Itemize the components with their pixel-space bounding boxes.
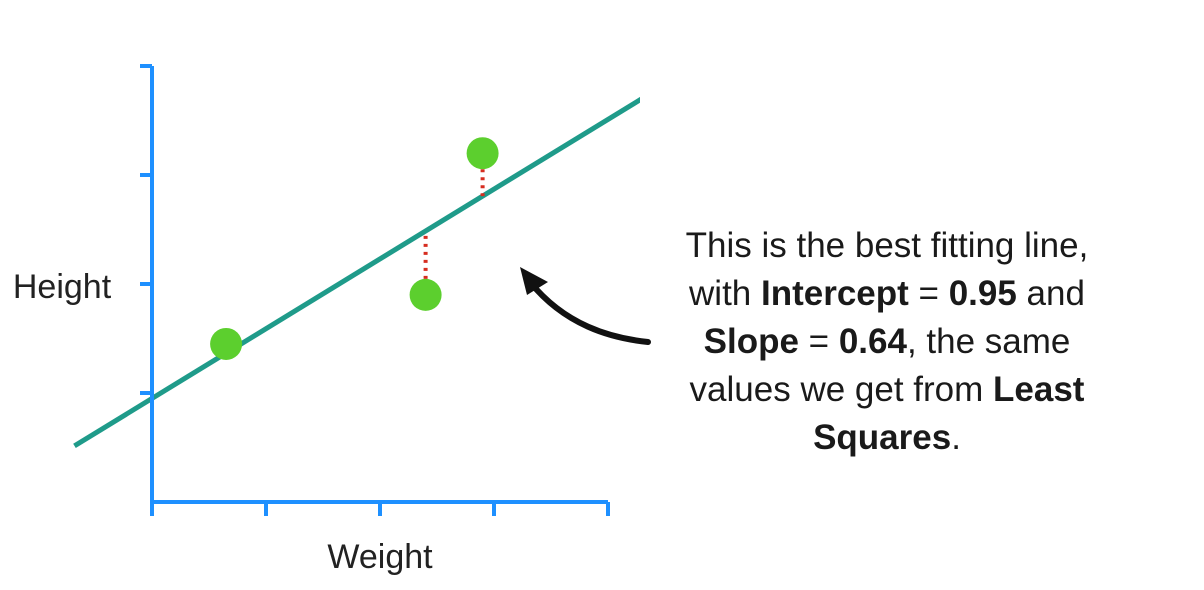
- annotation-line2-post: and: [1016, 274, 1085, 313]
- data-point: [210, 327, 243, 360]
- annotation-text: This is the best fitting line, with Inte…: [632, 222, 1142, 462]
- annotation-line-2: with Intercept = 0.95 and: [632, 270, 1142, 318]
- annotation-line2-equals: =: [908, 274, 949, 313]
- fit-line: [73, 96, 640, 449]
- annotation-line-1: This is the best fitting line,: [632, 222, 1142, 270]
- annotation-line1-text: This is the best fitting line,: [685, 226, 1089, 265]
- slope-value: 0.64: [838, 322, 907, 361]
- y-axis-label: Height: [13, 268, 112, 306]
- annotation-line4-pre: values we get from: [689, 370, 994, 409]
- annotation-line-3: Slope = 0.64, the same: [632, 318, 1142, 366]
- annotation-line-4: values we get from Least: [632, 366, 1142, 414]
- annotation-line3-equals: =: [798, 322, 839, 361]
- annotation-line2-pre: with: [689, 274, 761, 313]
- slope-label: Slope: [703, 322, 799, 361]
- least-label: Least: [993, 370, 1085, 409]
- intercept-value: 0.95: [948, 274, 1017, 313]
- annotation-line5-period: .: [951, 418, 961, 457]
- squares-label: Squares: [813, 418, 952, 457]
- data-point: [409, 278, 442, 311]
- annotation-line3-post: , the same: [906, 322, 1071, 361]
- annotation-line-5: Squares.: [632, 414, 1142, 462]
- x-axis-label: Weight: [327, 538, 433, 576]
- scatter-chart: Height Weight: [13, 64, 640, 576]
- intercept-label: Intercept: [761, 274, 909, 313]
- data-point: [466, 137, 499, 170]
